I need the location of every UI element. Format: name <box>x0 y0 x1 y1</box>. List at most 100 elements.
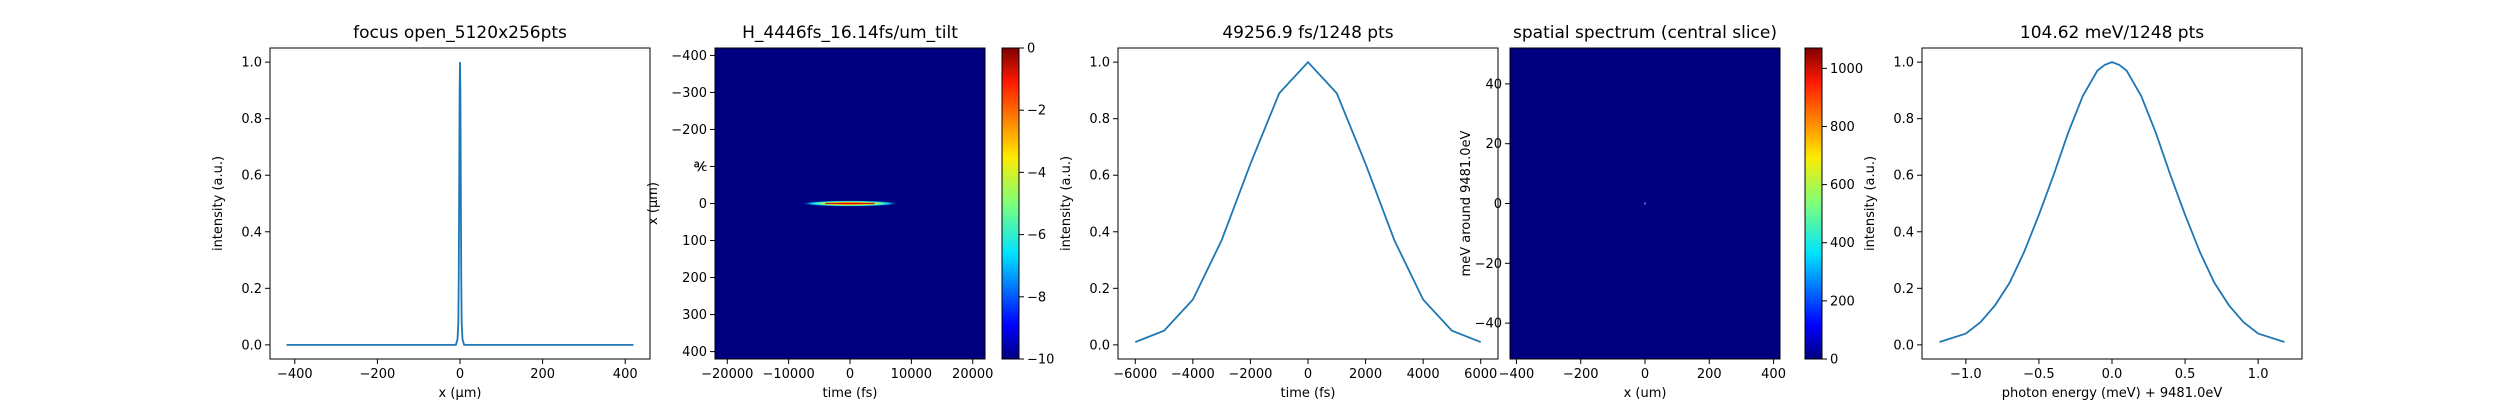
y-tick-label: 400 <box>682 345 707 360</box>
y-tick-label: 0.2 <box>1893 282 1914 297</box>
x-axis-label: x (um) <box>1624 386 1667 400</box>
y-tick-label: 0.2 <box>241 282 262 297</box>
x-tick-label: 200 <box>530 367 555 382</box>
chart-panel-1: −400 −200 0 200 400 0.0 0.2 0.4 0.6 0.8 1.0 focus o… <box>211 23 651 400</box>
y-tick-label: −40 <box>1475 317 1502 332</box>
colorbar-tick-label: −4 <box>1027 166 1046 181</box>
x-tick-label: 1.0 <box>2248 367 2269 382</box>
y-axis-label: x (μm) <box>646 182 661 225</box>
x-tick-label: −400 <box>277 367 313 382</box>
y-tick-label: 0.6 <box>1089 169 1110 184</box>
chart-title: focus open_5120x256pts <box>353 23 567 43</box>
chart-title: 49256.9 fs/1248 pts <box>1222 23 1393 43</box>
y-tick-label: 0.0 <box>1893 338 1914 353</box>
chart-title: 104.62 meV/1248 pts <box>2020 23 2204 43</box>
x-tick-label: 0 <box>846 367 854 382</box>
y-tick-label: −20 <box>1475 257 1502 272</box>
y-tick-label: 0 <box>699 197 707 212</box>
y-tick-label: 40 <box>1485 77 1502 92</box>
y-tick-label: −300 <box>671 86 707 101</box>
series-line-1 <box>1134 60 1482 343</box>
y-tick-label: 1.0 <box>241 56 262 71</box>
chart-panel-2: −20000 −10000 0 10000 20000 −400 −300 −200 ℀ 0 100… <box>646 23 1054 400</box>
colorbar-tick-label: −10 <box>1027 353 1054 368</box>
colorbar-tick-label: −8 <box>1027 290 1046 305</box>
y-axis-label: intensity (a.u.) <box>211 156 226 251</box>
series-line-1 <box>1939 61 2285 343</box>
x-tick-label: 400 <box>1761 367 1786 382</box>
y-tick-label: 1.0 <box>1893 56 1914 71</box>
y-tick-label: 0.8 <box>1893 112 1914 127</box>
colorbar-tick-label: 400 <box>1830 236 1855 251</box>
x-tick-label: 200 <box>1697 367 1722 382</box>
y-tick-label: 200 <box>682 271 707 286</box>
colorbar-tick-label: 600 <box>1830 178 1855 193</box>
chart-title: spatial spectrum (central slice) <box>1513 23 1777 43</box>
y-tick-label: 0.4 <box>241 225 262 240</box>
y-axis-label: meV around 9481.0eV <box>1459 130 1474 276</box>
x-tick-label: −0.5 <box>2023 367 2055 382</box>
y-tick-label: 0 <box>1494 197 1502 212</box>
y-tick-label: 20 <box>1485 137 1502 152</box>
x-axis-label: time (fs) <box>823 386 878 400</box>
axes-frame <box>1117 47 1499 360</box>
x-tick-label: −4000 <box>1171 367 1215 382</box>
x-tick-label: 20000 <box>952 367 993 382</box>
x-tick-label: 0.5 <box>2175 367 2196 382</box>
x-tick-label: 0 <box>456 367 464 382</box>
x-tick-label: 0 <box>1304 367 1312 382</box>
x-tick-label: 0 <box>1641 367 1649 382</box>
x-tick-label: 6000 <box>1464 367 1497 382</box>
colorbar-tick-label: 200 <box>1830 294 1855 309</box>
y-tick-label: −400 <box>671 49 707 64</box>
y-axis-label: intensity (a.u.) <box>1059 156 1074 251</box>
y-tick-label: 0.6 <box>241 169 262 184</box>
colorbar-tick-label: −2 <box>1027 104 1046 119</box>
chart-panel-3: −6000 −4000 −2000 0 2000 4000 6000 0.0 0.2 0.4 0.6… <box>1059 23 1499 400</box>
x-tick-label: 400 <box>613 367 638 382</box>
y-tick-label: 0.8 <box>241 112 262 127</box>
x-tick-label: 0.0 <box>2102 367 2123 382</box>
heatmap-feature <box>1643 202 1647 205</box>
x-tick-label: −6000 <box>1113 367 1157 382</box>
y-tick-label: 0.4 <box>1893 225 1914 240</box>
y-tick-label: 0.2 <box>1089 282 1110 297</box>
colorbar <box>1804 47 1823 360</box>
x-tick-label: −200 <box>360 367 396 382</box>
x-tick-label: −1.0 <box>1950 367 1982 382</box>
y-tick-label: 0.4 <box>1089 225 1110 240</box>
colorbar-tick-label: 1000 <box>1830 62 1863 77</box>
x-tick-label: 4000 <box>1407 367 1440 382</box>
y-axis-label: intensity (a.u.) <box>1863 156 1878 251</box>
x-tick-label: 2000 <box>1349 367 1382 382</box>
x-tick-label: −20000 <box>701 367 753 382</box>
x-axis-label: x (μm) <box>439 386 482 400</box>
y-tick-label: 0.6 <box>1893 169 1914 184</box>
y-tick-label: 0.8 <box>1089 112 1110 127</box>
colorbar-tick-label: 800 <box>1830 120 1855 135</box>
x-tick-label: −200 <box>1563 367 1599 382</box>
colorbar-tick-label: 0 <box>1830 353 1838 368</box>
y-tick-label: ℀ <box>694 160 707 175</box>
y-tick-label: 300 <box>682 308 707 323</box>
chart-title: H_4446fs_16.14fs/um_tilt <box>742 23 958 43</box>
x-tick-label: 10000 <box>891 367 932 382</box>
chart-panel-5: −1.0 −0.5 0.0 0.5 1.0 0.0 0.2 0.4 0.6 0.8 1.0 104.6… <box>1863 23 2303 400</box>
x-tick-label: −10000 <box>763 367 815 382</box>
x-axis-label: time (fs) <box>1281 386 1336 400</box>
y-tick-label: 0.0 <box>241 338 262 353</box>
x-tick-label: −400 <box>1499 367 1535 382</box>
y-tick-label: 1.0 <box>1089 56 1110 71</box>
colorbar-tick-label: 0 <box>1027 42 1035 57</box>
y-tick-label: −200 <box>671 123 707 138</box>
x-axis-label: photon energy (meV) + 9481.0eV <box>2002 386 2223 400</box>
x-tick-label: −2000 <box>1228 367 1272 382</box>
y-tick-label: 0.0 <box>1089 338 1110 353</box>
axes-frame <box>1921 47 2303 360</box>
series-line-1 <box>286 62 634 346</box>
colorbar-tick-label: −6 <box>1027 228 1046 243</box>
colorbar <box>1001 47 1020 360</box>
y-tick-label: 100 <box>682 234 707 249</box>
